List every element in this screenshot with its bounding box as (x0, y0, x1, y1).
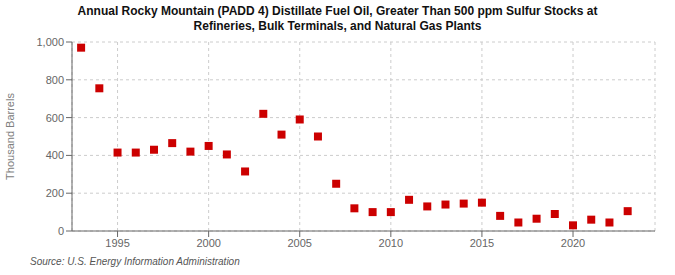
svg-text:Thousand Barrels: Thousand Barrels (4, 93, 16, 180)
svg-text:600: 600 (46, 112, 64, 124)
svg-text:400: 400 (46, 149, 64, 161)
html-text:Refineries, Bulk Terminals, an: Refineries, Bulk Terminals, and Natural … (193, 19, 482, 33)
svg-text:0: 0 (58, 225, 64, 237)
html-text:Annual Rocky Mountain (PADD 4): Annual Rocky Mountain (PADD 4) Distillat… (77, 4, 598, 18)
svg-text:800: 800 (46, 74, 64, 86)
svg-text:2000: 2000 (196, 237, 220, 249)
svg-text:2015: 2015 (470, 237, 494, 249)
svg-text:2020: 2020 (561, 237, 585, 249)
svg-text:200: 200 (46, 187, 64, 199)
svg-text:1995: 1995 (105, 237, 129, 249)
svg-text:2005: 2005 (287, 237, 311, 249)
html-text:Source: U.S. Energy Informatio: Source: U.S. Energy Information Administ… (30, 256, 240, 267)
svg-text:1,000: 1,000 (36, 36, 64, 48)
svg-text:2010: 2010 (379, 237, 403, 249)
